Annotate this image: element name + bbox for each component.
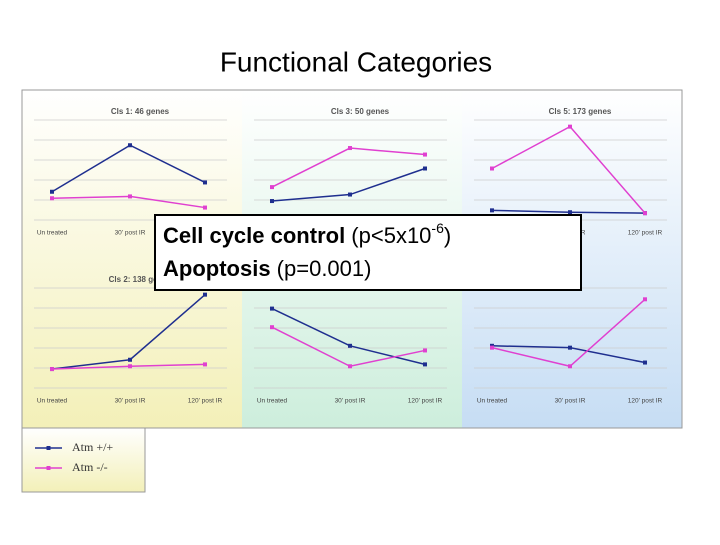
- x-tick-label: 30' post IR: [115, 230, 146, 237]
- point: [203, 180, 207, 185]
- point: [203, 362, 207, 367]
- point: [568, 364, 572, 369]
- point: [203, 292, 207, 297]
- point: [643, 211, 647, 216]
- point: [490, 166, 494, 171]
- point: [128, 364, 132, 369]
- point: [270, 306, 274, 311]
- point: [203, 205, 207, 210]
- point: [128, 194, 132, 199]
- point: [50, 367, 54, 372]
- legend: Atm +/+ Atm -/-: [35, 440, 113, 474]
- point: [348, 192, 352, 197]
- point: [128, 357, 132, 362]
- legend-marker: [46, 446, 51, 450]
- point: [50, 189, 54, 194]
- point: [490, 208, 494, 213]
- point: [270, 199, 274, 204]
- point: [568, 210, 572, 215]
- overlay-text: (p=0.001): [271, 256, 372, 281]
- chart-title: Cls 1: 46 genes: [111, 107, 170, 116]
- point: [643, 297, 647, 302]
- legend-box: [21, 427, 146, 493]
- overlay-box: [154, 214, 582, 291]
- overlay-line: Cell cycle control (p<5x10-6): [163, 220, 451, 248]
- overlay-text: (p<5x10: [345, 223, 431, 248]
- overlay-sup: -6: [431, 220, 444, 236]
- point: [348, 343, 352, 348]
- x-tick-label: 30' post IR: [335, 398, 366, 405]
- overlay-text: ): [444, 223, 451, 248]
- chart-title: Cls 2: 138 genes: [109, 275, 172, 284]
- point: [128, 143, 132, 148]
- x-tick-label: 30' post IR: [115, 398, 146, 405]
- x-tick-label: Un treated: [477, 398, 508, 405]
- point: [270, 325, 274, 330]
- overlay-bold: Cell cycle control: [163, 223, 345, 248]
- point: [270, 185, 274, 190]
- chart-title: Cls 3: 50 genes: [331, 107, 390, 116]
- point: [568, 124, 572, 129]
- x-tick-label: 120' post IR: [188, 398, 223, 405]
- point: [423, 362, 427, 367]
- point: [490, 345, 494, 350]
- point: [50, 196, 54, 201]
- legend-marker: [46, 466, 51, 470]
- x-tick-label: 30' post IR: [555, 398, 586, 405]
- overlay-bold: Apoptosis: [163, 256, 271, 281]
- overlay-line: Apoptosis (p=0.001): [163, 256, 371, 281]
- x-tick-label: Un treated: [37, 230, 68, 237]
- x-tick-label: Un treated: [257, 398, 288, 405]
- point: [423, 348, 427, 353]
- point: [348, 364, 352, 369]
- panel-border: [21, 89, 683, 429]
- point: [423, 166, 427, 171]
- point: [348, 146, 352, 151]
- x-tick-label: 120' post IR: [628, 398, 663, 405]
- legend-label: Atm -/-: [72, 460, 108, 474]
- slide-title: Functional Categories: [220, 46, 492, 77]
- point: [643, 360, 647, 365]
- legend-label: Atm +/+: [72, 440, 113, 454]
- x-tick-label: 120' post IR: [408, 398, 443, 405]
- point: [568, 345, 572, 350]
- point: [423, 152, 427, 157]
- x-tick-label: Un treated: [37, 398, 68, 405]
- x-tick-label: 120' post IR: [628, 230, 663, 237]
- chart-title: Cls 5: 173 genes: [549, 107, 612, 116]
